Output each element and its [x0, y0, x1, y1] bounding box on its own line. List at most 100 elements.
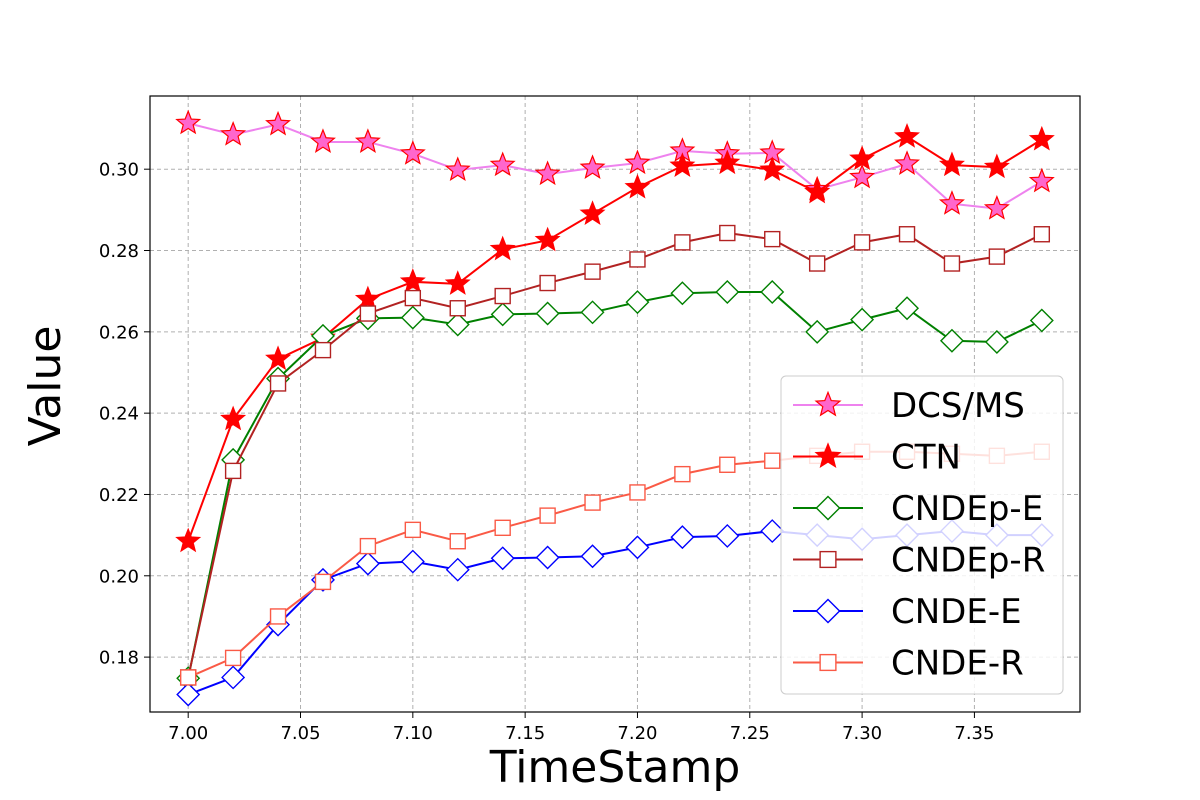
- data-point: [764, 230, 781, 248]
- legend-item: CNDEp-E: [793, 489, 1043, 529]
- data-point: [404, 289, 422, 307]
- data-point: [939, 328, 964, 353]
- data-point: [444, 156, 471, 182]
- data-point: [850, 307, 875, 332]
- grid: [150, 96, 1080, 712]
- legend-marker: [814, 390, 842, 417]
- data-point: [670, 525, 695, 550]
- y-tick-label: 0.30: [99, 160, 139, 181]
- y-tick-label: 0.24: [99, 404, 139, 425]
- data-point: [988, 248, 1006, 265]
- data-point: [853, 234, 871, 251]
- legend-marker: [815, 598, 841, 624]
- data-point: [674, 234, 691, 251]
- data-point: [715, 279, 740, 304]
- data-point: [449, 533, 466, 550]
- data-point: [489, 235, 516, 261]
- data-point: [938, 151, 965, 177]
- data-point: [624, 173, 651, 199]
- data-point: [764, 452, 781, 469]
- data-point: [580, 544, 605, 569]
- data-point: [449, 300, 466, 317]
- data-point: [534, 226, 561, 252]
- data-point: [221, 665, 246, 690]
- data-point: [354, 128, 381, 153]
- data-point: [759, 156, 786, 182]
- series-group: [175, 109, 1055, 707]
- data-point: [175, 109, 202, 135]
- legend-marker: [814, 442, 842, 469]
- legend: DCS/MS CTN CNDEp-E CNDEp-R CNDE-E CNDE-R: [780, 375, 1064, 695]
- data-point: [1033, 226, 1051, 243]
- legend-label: CNDEp-R: [891, 541, 1045, 581]
- data-point: [265, 345, 292, 371]
- data-point: [535, 545, 560, 570]
- data-point: [938, 190, 965, 215]
- data-point: [579, 200, 606, 225]
- data-point: [399, 140, 426, 165]
- x-tick-label: 7.15: [505, 723, 545, 744]
- data-point: [714, 149, 741, 175]
- data-point: [314, 341, 332, 359]
- data-point: [898, 226, 916, 243]
- data-point: [719, 224, 736, 242]
- legend-label: DCS/MS: [891, 386, 1025, 426]
- data-point: [399, 268, 426, 293]
- y-axis-title: Value: [20, 326, 71, 447]
- data-point: [629, 484, 646, 501]
- data-point: [445, 312, 470, 337]
- y-tick-label: 0.26: [99, 322, 139, 343]
- data-point: [715, 523, 740, 548]
- data-point: [314, 573, 332, 591]
- data-point: [534, 160, 561, 186]
- data-point: [895, 296, 920, 321]
- data-point: [444, 270, 471, 295]
- data-point: [445, 557, 470, 582]
- data-point: [309, 128, 336, 153]
- data-point: [584, 494, 601, 511]
- x-tick-label: 7.35: [954, 723, 994, 744]
- data-point: [179, 669, 197, 686]
- data-point: [625, 290, 650, 315]
- data-point: [404, 521, 422, 539]
- data-point: [355, 551, 380, 576]
- x-tick-label: 7.10: [393, 723, 433, 744]
- series-cnde-r: [179, 443, 1051, 686]
- data-point: [983, 194, 1010, 220]
- legend-label: CNDE-R: [891, 644, 1024, 684]
- data-point: [894, 123, 921, 148]
- y-tick-label: 0.20: [99, 566, 139, 587]
- data-point: [494, 287, 511, 305]
- x-tick-label: 7.00: [168, 723, 208, 744]
- data-point: [1029, 308, 1054, 333]
- data-point: [265, 110, 292, 136]
- y-tick-label: 0.18: [99, 648, 139, 669]
- data-point: [224, 649, 242, 667]
- data-point: [760, 519, 785, 544]
- data-point: [579, 154, 606, 180]
- data-point: [849, 145, 876, 171]
- data-point: [984, 330, 1009, 354]
- data-point: [490, 302, 515, 327]
- data-point: [674, 465, 691, 483]
- data-point: [354, 285, 381, 311]
- data-point: [983, 153, 1010, 179]
- data-point: [580, 300, 605, 325]
- x-tick-label: 7.30: [842, 723, 882, 744]
- data-point: [669, 152, 696, 177]
- legend-marker: [815, 495, 841, 521]
- data-point: [719, 456, 736, 473]
- data-point: [849, 163, 876, 189]
- y-tick-label: 0.28: [99, 241, 139, 262]
- data-point: [359, 305, 377, 322]
- data-point: [176, 682, 201, 707]
- data-point: [539, 507, 556, 524]
- legend-item: CNDE-R: [793, 644, 1024, 684]
- data-point: [494, 519, 511, 537]
- data-point: [760, 279, 785, 304]
- series-cndep-r: [179, 224, 1051, 686]
- legend-item: CTN: [793, 438, 961, 478]
- data-point: [539, 274, 556, 292]
- data-point: [175, 527, 202, 553]
